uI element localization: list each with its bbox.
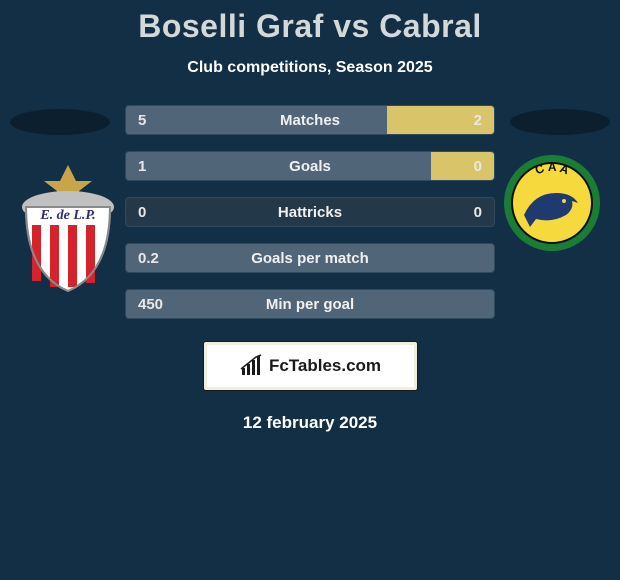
comparison-bars: 52Matches 10Goals 00Hattricks 0.2Goals per … — [125, 105, 495, 319]
team-badge-right: C A A — [502, 153, 602, 253]
stat-row-min-per-goal: 450Min per goal — [125, 289, 495, 319]
svg-text:E. de L.P.: E. de L.P. — [39, 208, 95, 223]
player-shadow-right — [510, 109, 610, 135]
page-title: Boselli Graf vs Cabral — [0, 0, 620, 45]
page-subtitle: Club competitions, Season 2025 — [0, 59, 620, 77]
estudiantes-icon: E. de L.P. — [18, 163, 118, 293]
stat-label: Goals per match — [126, 250, 494, 267]
stat-row-goals: 10Goals — [125, 151, 495, 181]
aldosivi-icon: C A A — [502, 153, 602, 253]
player-shadow-left — [10, 109, 110, 135]
bar-chart-icon — [239, 354, 263, 378]
stat-label: Goals — [126, 158, 494, 175]
brand-text: FcTables.com — [269, 356, 381, 376]
stat-label: Matches — [126, 112, 494, 129]
stat-label: Hattricks — [126, 204, 494, 221]
comparison-arena: E. de L.P. C A A 52Matches 10Goals 00Hattr… — [0, 105, 620, 319]
stat-row-hattricks: 00Hattricks — [125, 197, 495, 227]
stat-row-goals-per-match: 0.2Goals per match — [125, 243, 495, 273]
brand-plate: FcTables.com — [203, 341, 418, 391]
stat-label: Min per goal — [126, 296, 494, 313]
footer-date: 12 february 2025 — [0, 413, 620, 433]
team-badge-left: E. de L.P. — [18, 163, 118, 263]
stat-row-matches: 52Matches — [125, 105, 495, 135]
